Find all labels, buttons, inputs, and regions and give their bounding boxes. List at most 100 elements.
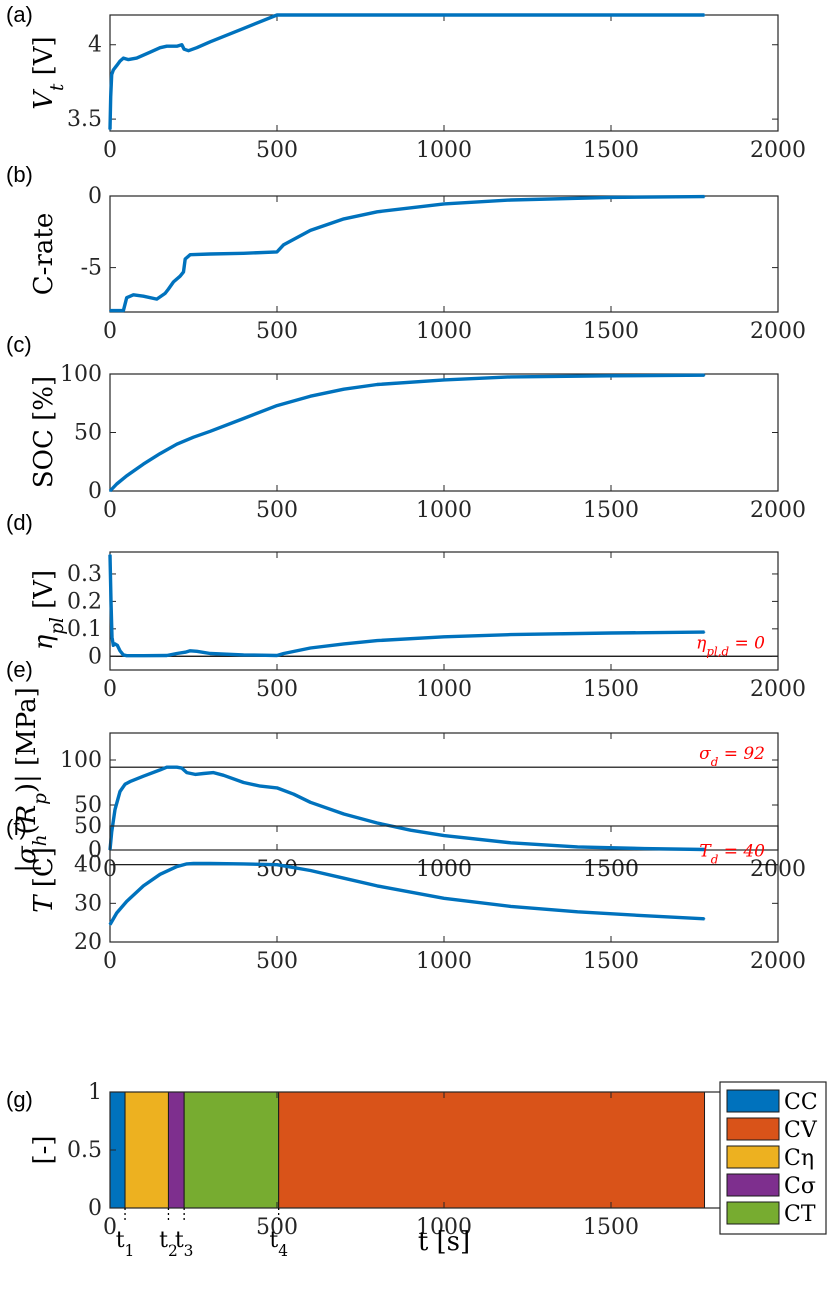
x-tick-label: 500 [256,138,298,163]
x-tick-label: 1000 [416,857,472,882]
data-point [176,652,178,655]
data-point [242,863,245,865]
data-point [176,865,178,868]
data-point [343,813,345,815]
data-point [196,46,198,49]
panel-label: (e) [6,657,33,682]
y-axis-label: C-rate [29,213,59,295]
x-tick-label: 1500 [583,319,639,344]
data-point [376,14,379,16]
data-point [643,914,646,917]
data-point [222,774,225,777]
data-point [125,654,128,657]
data-point [343,218,345,220]
series-line-e [108,765,705,852]
y-tick-label: 0 [88,838,102,863]
data-point [202,772,205,775]
data-point [376,210,379,213]
data-point [176,443,178,446]
data-point [610,632,612,634]
data-point [187,49,190,52]
threshold-annotation: Td = 40 [699,842,765,867]
y-tick-label: 50 [74,421,102,446]
y-tick-label: 40 [74,853,102,878]
y-tick-label: 0.2 [67,589,102,614]
data-point [182,271,185,273]
data-point [703,631,706,633]
data-point [165,766,168,768]
data-point [703,374,706,376]
x-tick-label: 1500 [583,857,639,882]
data-point [149,51,151,53]
time-marker-label: t1 [116,1228,135,1260]
x-tick-label: 0 [103,949,117,974]
data-point [194,773,196,776]
legend-label: CC [784,1090,818,1115]
data-point [172,281,175,283]
data-point [159,452,161,455]
series-line-b [110,194,705,313]
x-tick-label: 500 [256,498,298,523]
data-point [184,651,186,653]
data-point [610,196,612,199]
y-tick-label: 100 [60,748,102,773]
data-point [242,27,245,30]
data-point [116,644,119,647]
x-tick-label: 2000 [750,138,806,163]
axes-box [109,14,779,132]
data-point [703,848,706,851]
series-line-c [108,373,705,493]
x-tick-label: 1500 [583,1215,639,1240]
data-point [184,258,186,260]
y-tick-label: 0 [88,1196,102,1221]
data-point [282,243,285,246]
segment-cv [278,1091,706,1209]
y-tick-label: 100 [60,362,102,387]
data-point [510,376,512,378]
data-point [510,633,512,636]
data-point [165,45,168,48]
data-point [703,195,706,198]
data-point [192,862,195,865]
data-point [343,877,345,879]
data-point [443,14,445,16]
x-tick-label: 2000 [750,319,806,344]
data-point [176,766,178,768]
data-point [443,635,445,638]
data-point [703,14,706,16]
data-point [242,417,245,420]
data-point [122,654,125,656]
data-point [165,654,168,657]
y-tick-label: 0 [88,184,102,209]
data-point [183,48,185,51]
data-point [132,294,135,296]
data-point [122,309,125,312]
data-point [112,644,115,647]
data-point [242,654,245,656]
x-tick-label: 500 [256,319,298,344]
data-point [142,463,145,465]
data-point [135,57,138,59]
data-point [510,199,512,201]
legend: CC CV Cη Cσ CT [719,1081,827,1235]
time-marker-label: t3 [175,1228,194,1260]
data-point [119,790,121,793]
data-point [212,771,215,774]
data-point [576,911,579,913]
data-point [109,923,111,926]
data-point [110,73,113,76]
y-tick-label: 0.1 [67,617,102,642]
data-point [309,229,312,232]
data-point [159,46,161,49]
data-point [142,295,145,298]
y-axis-label: |σh(Rp)| [MPa] [12,687,51,873]
data-point [159,873,161,876]
data-point [292,793,295,795]
data-point [409,829,412,831]
data-point [115,483,118,485]
y-tick-label: 20 [74,930,102,955]
segment-ct [183,1091,280,1209]
